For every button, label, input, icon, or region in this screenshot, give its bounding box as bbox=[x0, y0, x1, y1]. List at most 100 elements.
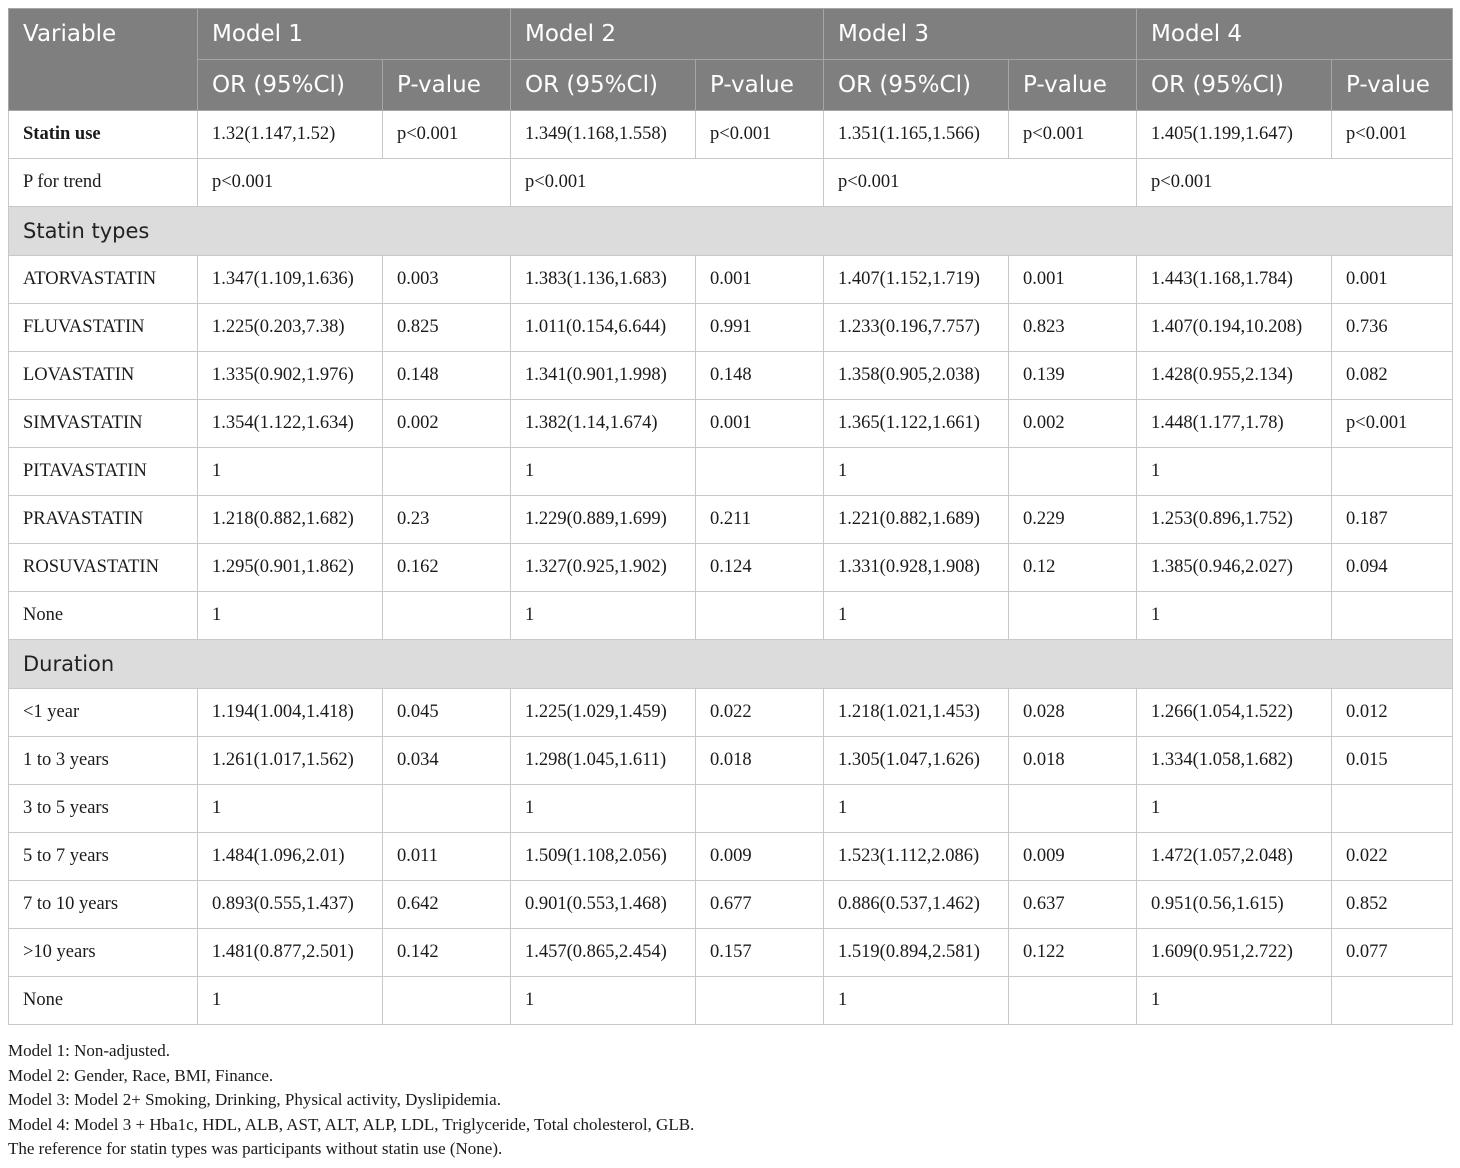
table-cell: p<0.001 bbox=[1008, 110, 1138, 159]
table-cell: 0.034 bbox=[381, 736, 512, 785]
table-cell: 1.519(0.894,2.581) bbox=[823, 928, 1010, 977]
table-cell: 1 bbox=[510, 591, 697, 640]
table-cell: 1 bbox=[197, 976, 383, 1025]
table-cell: 1.428(0.955,2.134) bbox=[1136, 351, 1333, 400]
section-title: Duration bbox=[7, 639, 1454, 689]
footnote: Model 2: Gender, Race, BMI, Finance. bbox=[8, 1065, 274, 1085]
row-label: 5 to 7 years bbox=[8, 832, 198, 881]
table-cell: 1.225(0.203,7.38) bbox=[197, 303, 383, 352]
table-cell: 0.736 bbox=[1331, 303, 1454, 352]
table-cell: 1.331(0.928,1.908) bbox=[823, 543, 1010, 592]
table-cell: 0.018 bbox=[695, 736, 825, 785]
table-cell: 0.015 bbox=[1331, 736, 1454, 785]
table-cell: 0.12 bbox=[1008, 543, 1138, 592]
table-cell: 1 bbox=[823, 784, 1010, 833]
table-cell: 0.677 bbox=[695, 880, 825, 929]
table-cell: 1.253(0.896,1.752) bbox=[1136, 495, 1333, 544]
table-cell: 1.509(1.108,2.056) bbox=[510, 832, 697, 881]
table-cell: 0.001 bbox=[1331, 255, 1454, 304]
table-cell: 0.122 bbox=[1008, 928, 1138, 977]
row-label: ATORVASTATIN bbox=[8, 255, 198, 304]
header-or: OR (95%Cl) bbox=[197, 59, 383, 111]
table-cell: 0.852 bbox=[1331, 880, 1454, 929]
table-cell: 0.018 bbox=[1008, 736, 1138, 785]
table-row: ATORVASTATIN 1.347(1.109,1.636) 0.003 1.383… bbox=[8, 255, 1454, 304]
table-cell: p<0.001 bbox=[695, 110, 825, 159]
table-cell: 1 bbox=[197, 591, 383, 640]
table-cell: 0.022 bbox=[1331, 832, 1454, 881]
table-cell: 1.218(1.021,1.453) bbox=[823, 688, 1010, 737]
table-cell: 0.077 bbox=[1331, 928, 1454, 977]
table-cell bbox=[1331, 447, 1454, 496]
table-cell: 1.335(0.902,1.976) bbox=[197, 351, 383, 400]
table-cell bbox=[1008, 784, 1138, 833]
table-cell: p<0.001 bbox=[1331, 110, 1454, 159]
table-cell bbox=[695, 447, 825, 496]
header-model-2: Model 2 bbox=[510, 8, 825, 60]
row-label: None bbox=[8, 976, 198, 1025]
table-cell: 1 bbox=[823, 447, 1010, 496]
table-cell: 0.23 bbox=[381, 495, 512, 544]
header-variable: Variable bbox=[8, 8, 198, 111]
header-or: OR (95%Cl) bbox=[510, 59, 697, 111]
table-cell: 1 bbox=[510, 976, 697, 1025]
table-cell bbox=[381, 591, 512, 640]
table-cell: 1.484(1.096,2.01) bbox=[197, 832, 383, 881]
table-cell: 1.32(1.147,1.52) bbox=[197, 110, 383, 159]
table-cell: 1.457(0.865,2.454) bbox=[510, 928, 697, 977]
results-table: Variable Model 1 Model 2 Model 3 Model 4… bbox=[7, 8, 1454, 1025]
table-cell bbox=[1008, 591, 1138, 640]
table-cell: 0.094 bbox=[1331, 543, 1454, 592]
header-p-value: P-value bbox=[1008, 59, 1138, 111]
table-cell: 1.407(0.194,10.208) bbox=[1136, 303, 1333, 352]
table-cell bbox=[381, 976, 512, 1025]
header-model-3: Model 3 bbox=[823, 8, 1138, 60]
table-row: <1 year 1.194(1.004,1.418) 0.045 1.225(1.02… bbox=[8, 688, 1454, 737]
header-p-value: P-value bbox=[1331, 59, 1454, 111]
table-cell: 1 bbox=[1136, 447, 1333, 496]
table-row: ROSUVASTATIN 1.295(0.901,1.862) 0.162 1.327… bbox=[8, 543, 1454, 592]
table-cell bbox=[1331, 784, 1454, 833]
table-row: SIMVASTATIN 1.354(1.122,1.634) 0.002 1.382(… bbox=[8, 399, 1454, 448]
table-cell: 0.157 bbox=[695, 928, 825, 977]
table-cell bbox=[1008, 976, 1138, 1025]
table-body: Statin use 1.32(1.147,1.52) p<0.001 1.34… bbox=[7, 110, 1454, 1025]
table-cell: 1 bbox=[1136, 591, 1333, 640]
table-cell: 1.609(0.951,2.722) bbox=[1136, 928, 1333, 977]
table-cell: 0.011 bbox=[381, 832, 512, 881]
table-cell: p<0.001 bbox=[381, 110, 512, 159]
row-label: <1 year bbox=[8, 688, 198, 737]
table-row: LOVASTATIN 1.335(0.902,1.976) 0.148 1.341(0… bbox=[8, 351, 1454, 400]
table-row-statin-use: Statin use 1.32(1.147,1.52) p<0.001 1.34… bbox=[8, 110, 1454, 159]
header-model-4: Model 4 bbox=[1136, 8, 1454, 60]
table-cell: 0.139 bbox=[1008, 351, 1138, 400]
table-cell: 1.229(0.889,1.699) bbox=[510, 495, 697, 544]
table-cell: 0.001 bbox=[695, 255, 825, 304]
table-cell: 1.298(1.045,1.611) bbox=[510, 736, 697, 785]
table-cell: 0.951(0.56,1.615) bbox=[1136, 880, 1333, 929]
table-cell bbox=[695, 976, 825, 1025]
row-label: FLUVASTATIN bbox=[8, 303, 198, 352]
table-cell: 1 bbox=[197, 784, 383, 833]
table-cell: 1.382(1.14,1.674) bbox=[510, 399, 697, 448]
table-cell: 1.385(0.946,2.027) bbox=[1136, 543, 1333, 592]
table-cell: 0.823 bbox=[1008, 303, 1138, 352]
table-cell: 1.341(0.901,1.998) bbox=[510, 351, 697, 400]
row-label: P for trend bbox=[8, 158, 198, 207]
table-cell bbox=[1331, 976, 1454, 1025]
table-row: PITAVASTATIN 1 1 1 1 bbox=[8, 447, 1454, 496]
table-cell: 0.001 bbox=[1008, 255, 1138, 304]
table-cell: 0.002 bbox=[1008, 399, 1138, 448]
table-cell: 1 bbox=[510, 784, 697, 833]
table-cell: 0.893(0.555,1.437) bbox=[197, 880, 383, 929]
table-cell: 0.211 bbox=[695, 495, 825, 544]
table-cell: 0.642 bbox=[381, 880, 512, 929]
table-cell: 1.354(1.122,1.634) bbox=[197, 399, 383, 448]
table-cell: p<0.001 bbox=[823, 158, 1138, 207]
table-row: 1 to 3 years 1.261(1.017,1.562) 0.034 1.298… bbox=[8, 736, 1454, 785]
table-cell: 1.305(1.047,1.626) bbox=[823, 736, 1010, 785]
footnote: Model 1: Non-adjusted. bbox=[8, 1041, 170, 1060]
table-cell: 1.443(1.168,1.784) bbox=[1136, 255, 1333, 304]
row-label: ROSUVASTATIN bbox=[8, 543, 198, 592]
table-cell: 1.405(1.199,1.647) bbox=[1136, 110, 1333, 159]
